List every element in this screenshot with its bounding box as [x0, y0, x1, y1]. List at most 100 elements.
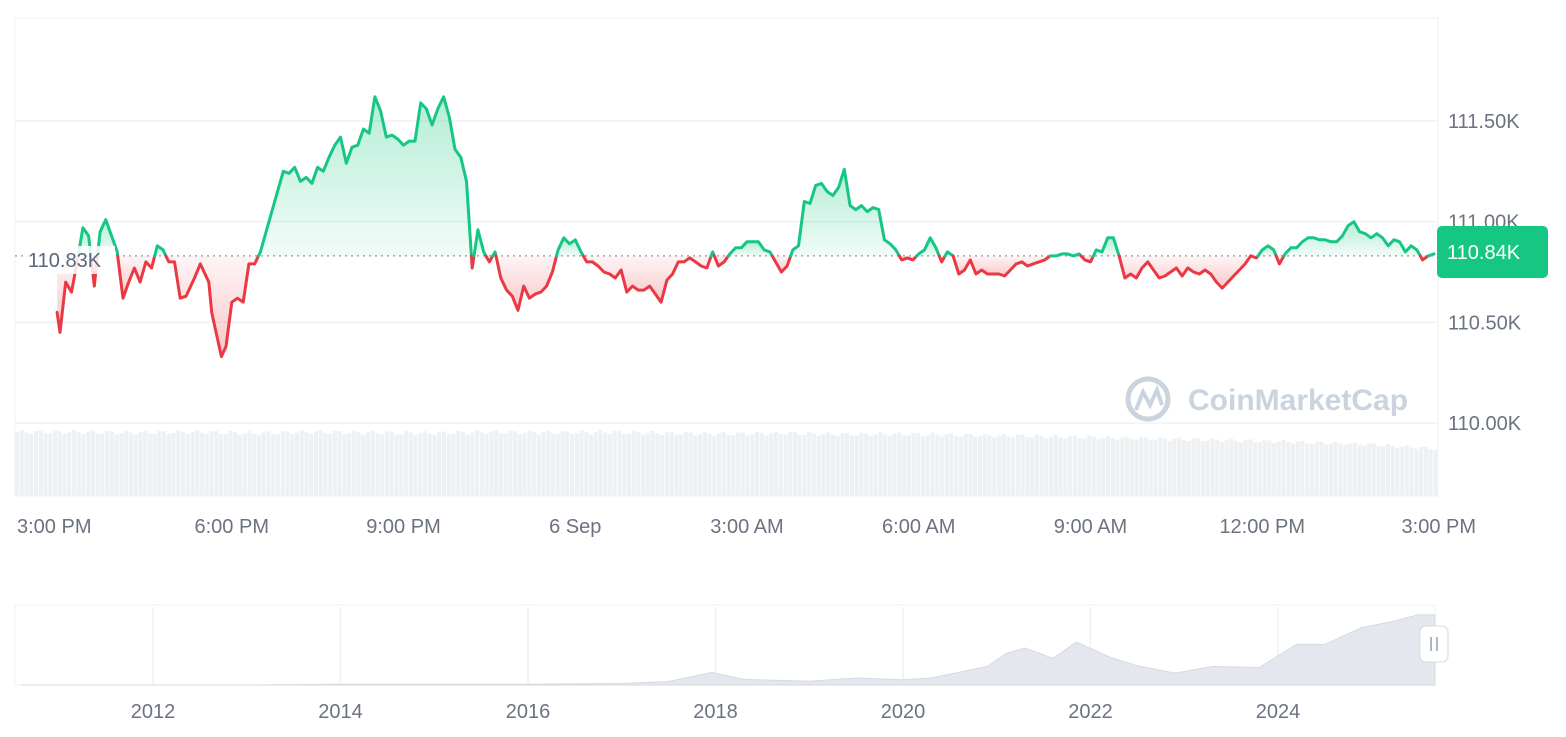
- volume-bar: [323, 433, 328, 496]
- price-line-below[interactable]: [1079, 254, 1095, 264]
- volume-bar: [441, 431, 447, 496]
- x-tick-label: 3:00 PM: [17, 516, 91, 538]
- price-line-below[interactable]: [484, 254, 495, 264]
- volume-bar: [252, 433, 257, 496]
- price-line-above[interactable]: [472, 228, 488, 258]
- volume-bar: [1015, 434, 1020, 496]
- price-line-above[interactable]: [789, 167, 901, 258]
- price-fill-above: [258, 96, 472, 256]
- volume-bar: [826, 432, 831, 496]
- price-line-below[interactable]: [581, 254, 713, 304]
- volume-bar: [328, 433, 333, 496]
- navigator-history-area: [21, 614, 1436, 686]
- price-line-above[interactable]: [1091, 236, 1121, 258]
- volume-bar: [788, 432, 793, 496]
- volume-bar: [996, 435, 1002, 496]
- price-line-below[interactable]: [937, 254, 947, 264]
- volume-bar: [33, 431, 39, 496]
- volume-bar: [522, 432, 527, 496]
- volume-bar: [1253, 442, 1258, 496]
- price-line-above[interactable]: [257, 95, 473, 258]
- volume-bar: [892, 433, 897, 496]
- volume-bars: [15, 430, 1438, 496]
- volume-bar: [1271, 443, 1277, 496]
- price-line-above[interactable]: [915, 236, 941, 258]
- price-line-above[interactable]: [1256, 244, 1278, 258]
- volume-bar: [228, 431, 233, 496]
- volume-bar: [185, 434, 190, 496]
- x-tick-label: 9:00 PM: [366, 516, 440, 538]
- volume-bar: [1290, 443, 1296, 496]
- navigator-handle[interactable]: [1419, 625, 1449, 663]
- price-line-above[interactable]: [153, 244, 168, 258]
- volume-bar: [536, 434, 541, 496]
- volume-bar: [304, 432, 309, 496]
- volume-bar: [1191, 438, 1196, 496]
- volume-bar: [1058, 436, 1063, 496]
- volume-bar: [1371, 443, 1376, 496]
- price-line-below[interactable]: [1274, 254, 1286, 266]
- volume-bar: [517, 434, 522, 496]
- volume-bar: [565, 431, 570, 496]
- volume-bar: [555, 434, 560, 496]
- price-line-above[interactable]: [1426, 252, 1436, 258]
- price-line-above[interactable]: [1048, 252, 1083, 258]
- volume-bar: [1025, 437, 1030, 496]
- price-line-above[interactable]: [943, 250, 955, 258]
- volume-bar: [702, 431, 707, 496]
- volume-bar: [176, 430, 181, 496]
- price-line-below[interactable]: [164, 254, 260, 359]
- volume-bar: [816, 435, 821, 496]
- price-line-above[interactable]: [96, 218, 120, 258]
- volume-bar: [479, 432, 484, 496]
- volume-bar: [384, 431, 390, 496]
- reference-price-text: 110.83K: [28, 250, 102, 272]
- price-line-above[interactable]: [1282, 220, 1422, 258]
- volume-bar: [1414, 448, 1419, 496]
- volume-bar: [660, 435, 665, 496]
- price-line-below[interactable]: [494, 254, 558, 312]
- x-tick-label: 3:00 AM: [710, 516, 783, 538]
- price-line-above[interactable]: [76, 226, 93, 258]
- volume-bar: [759, 433, 764, 496]
- volume-bar: [1219, 441, 1224, 496]
- reference-label-bg: [23, 246, 115, 274]
- navigator-drag-handle[interactable]: [1419, 625, 1449, 663]
- volume-bar: [873, 434, 878, 496]
- price-line-below[interactable]: [1418, 254, 1430, 262]
- price-line-below[interactable]: [712, 254, 730, 268]
- price-line-below[interactable]: [951, 254, 1052, 278]
- price-line-below[interactable]: [770, 254, 793, 274]
- volume-bar: [76, 432, 81, 496]
- volume-bar: [968, 434, 973, 496]
- volume-bar: [413, 435, 418, 496]
- volume-bar: [868, 436, 873, 496]
- price-line-below[interactable]: [897, 254, 919, 262]
- volume-bar: [973, 436, 978, 496]
- price-line[interactable]: [55, 95, 1436, 359]
- volume-bar: [1347, 443, 1353, 496]
- price-line-above[interactable]: [555, 236, 585, 258]
- volume-bar: [218, 434, 224, 496]
- volume-bar: [337, 431, 342, 496]
- volume-bar: [1181, 439, 1187, 496]
- volume-bar: [717, 433, 722, 496]
- range-navigator[interactable]: [14, 604, 1436, 686]
- volume-bar: [133, 434, 138, 496]
- volume-bar: [503, 433, 508, 496]
- price-line-below[interactable]: [116, 254, 157, 300]
- volume-bar: [598, 430, 603, 496]
- price-line-above[interactable]: [726, 240, 774, 258]
- volume-bar: [1281, 440, 1286, 496]
- price-line-below[interactable]: [1117, 254, 1253, 290]
- volume-bar: [280, 431, 285, 496]
- volume-bar: [541, 432, 546, 496]
- volume-bar: [1390, 445, 1395, 496]
- volume-bar: [1343, 445, 1348, 496]
- price-line-below[interactable]: [469, 254, 476, 270]
- volume-bar: [617, 430, 622, 496]
- volume-bar: [1366, 443, 1371, 496]
- volume-bar: [607, 433, 613, 496]
